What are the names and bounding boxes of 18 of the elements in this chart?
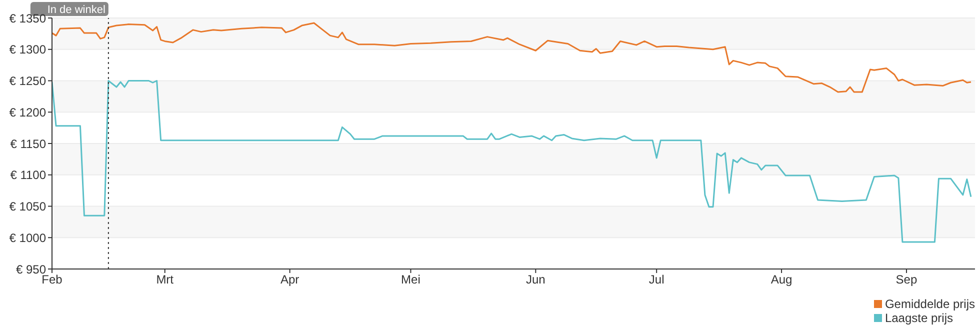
ref-line-label: In de winkel — [47, 4, 106, 16]
x-tick-label: Sep — [896, 272, 918, 287]
legend-label: Laagste prijs — [884, 311, 953, 325]
y-tick-label: € 1300 — [9, 42, 46, 57]
y-tick-label: € 1250 — [9, 74, 46, 88]
y-tick-label: € 1100 — [10, 168, 46, 182]
y-tick-label: € 1000 — [9, 230, 46, 245]
x-tick-label: Mrt — [156, 272, 174, 287]
legend-label: Gemiddelde prijs — [884, 297, 975, 311]
y-tick-label: € 1150 — [10, 136, 46, 151]
x-tick-label: Jun — [526, 272, 546, 287]
y-tick-label: € 1350 — [9, 11, 46, 26]
y-tick-label: € 1200 — [9, 105, 46, 120]
x-tick-label: Apr — [280, 272, 300, 287]
y-tick-label: € 1050 — [9, 200, 46, 214]
x-tick-label: Jul — [648, 272, 664, 287]
x-tick-label: Aug — [770, 272, 792, 287]
x-tick-label: Mei — [401, 272, 420, 287]
